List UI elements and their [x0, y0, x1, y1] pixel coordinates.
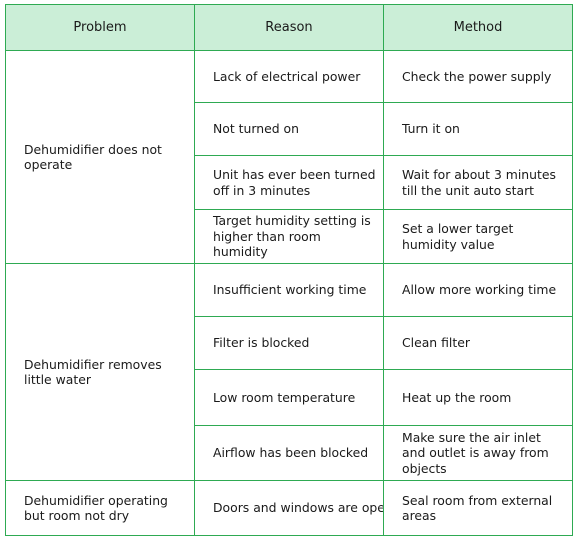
method-cell: Allow more working time	[383, 263, 573, 317]
problem-cell: Dehumidifier removes little water	[5, 263, 195, 481]
table-row: Airflow has been blocked Make sure the a…	[6, 425, 573, 481]
method-cell: Set a lower target humidity value	[383, 209, 573, 264]
table-header: Problem Reason Method	[5, 4, 573, 51]
problem-cell: Dehumidifier does not operate	[5, 50, 195, 264]
reason-cell: Low room temperature	[194, 369, 384, 426]
method-cell: Seal room from external areas	[383, 480, 573, 536]
table-row: Target humidity setting is higher than r…	[6, 209, 573, 264]
method-cell: Clean filter	[383, 316, 573, 370]
table-row: Filter is blocked Clean filter	[6, 316, 573, 370]
method-cell: Check the power supply	[383, 50, 573, 103]
reason-cell: Airflow has been blocked	[194, 425, 384, 481]
reason-cell: Lack of electrical power	[194, 50, 384, 103]
table-row: Unit has ever been turned off in 3 minut…	[6, 155, 573, 210]
method-cell: Wait for about 3 minutes till the unit a…	[383, 155, 573, 210]
reason-text: Doors and windows are open	[213, 500, 384, 516]
table-row: Dehumidifier removes little water Insuff…	[5, 263, 573, 481]
reason-cell: Not turned on	[194, 102, 384, 156]
header-method: Method	[383, 4, 573, 51]
header-reason: Reason	[194, 4, 384, 51]
method-cell: Heat up the room	[383, 369, 573, 426]
header-problem: Problem	[5, 4, 195, 51]
table-row: Low room temperature Heat up the room	[6, 369, 573, 426]
method-cell: Make sure the air inlet and outlet is aw…	[383, 425, 573, 481]
problem-cell: Dehumidifier operating but room not dry	[5, 480, 195, 536]
table-body: Dehumidifier does not operate Lack of el…	[5, 50, 573, 536]
table-row: Dehumidifier does not operate Lack of el…	[5, 50, 573, 264]
method-cell: Turn it on	[383, 102, 573, 156]
reason-cell: Filter is blocked	[194, 316, 384, 370]
reason-cell: Target humidity setting is higher than r…	[194, 209, 384, 264]
header-row: Problem Reason Method	[5, 4, 573, 51]
reason-cell: Unit has ever been turned off in 3 minut…	[194, 155, 384, 210]
table-row: Dehumidifier operating but room not dry …	[5, 480, 573, 536]
reason-cell: Insufficient working time	[194, 263, 384, 317]
table-row: Not turned on Turn it on	[6, 102, 573, 156]
reason-cell: Doors and windows are open	[194, 480, 384, 536]
troubleshooting-table: Problem Reason Method Dehumidifier does …	[5, 4, 573, 536]
